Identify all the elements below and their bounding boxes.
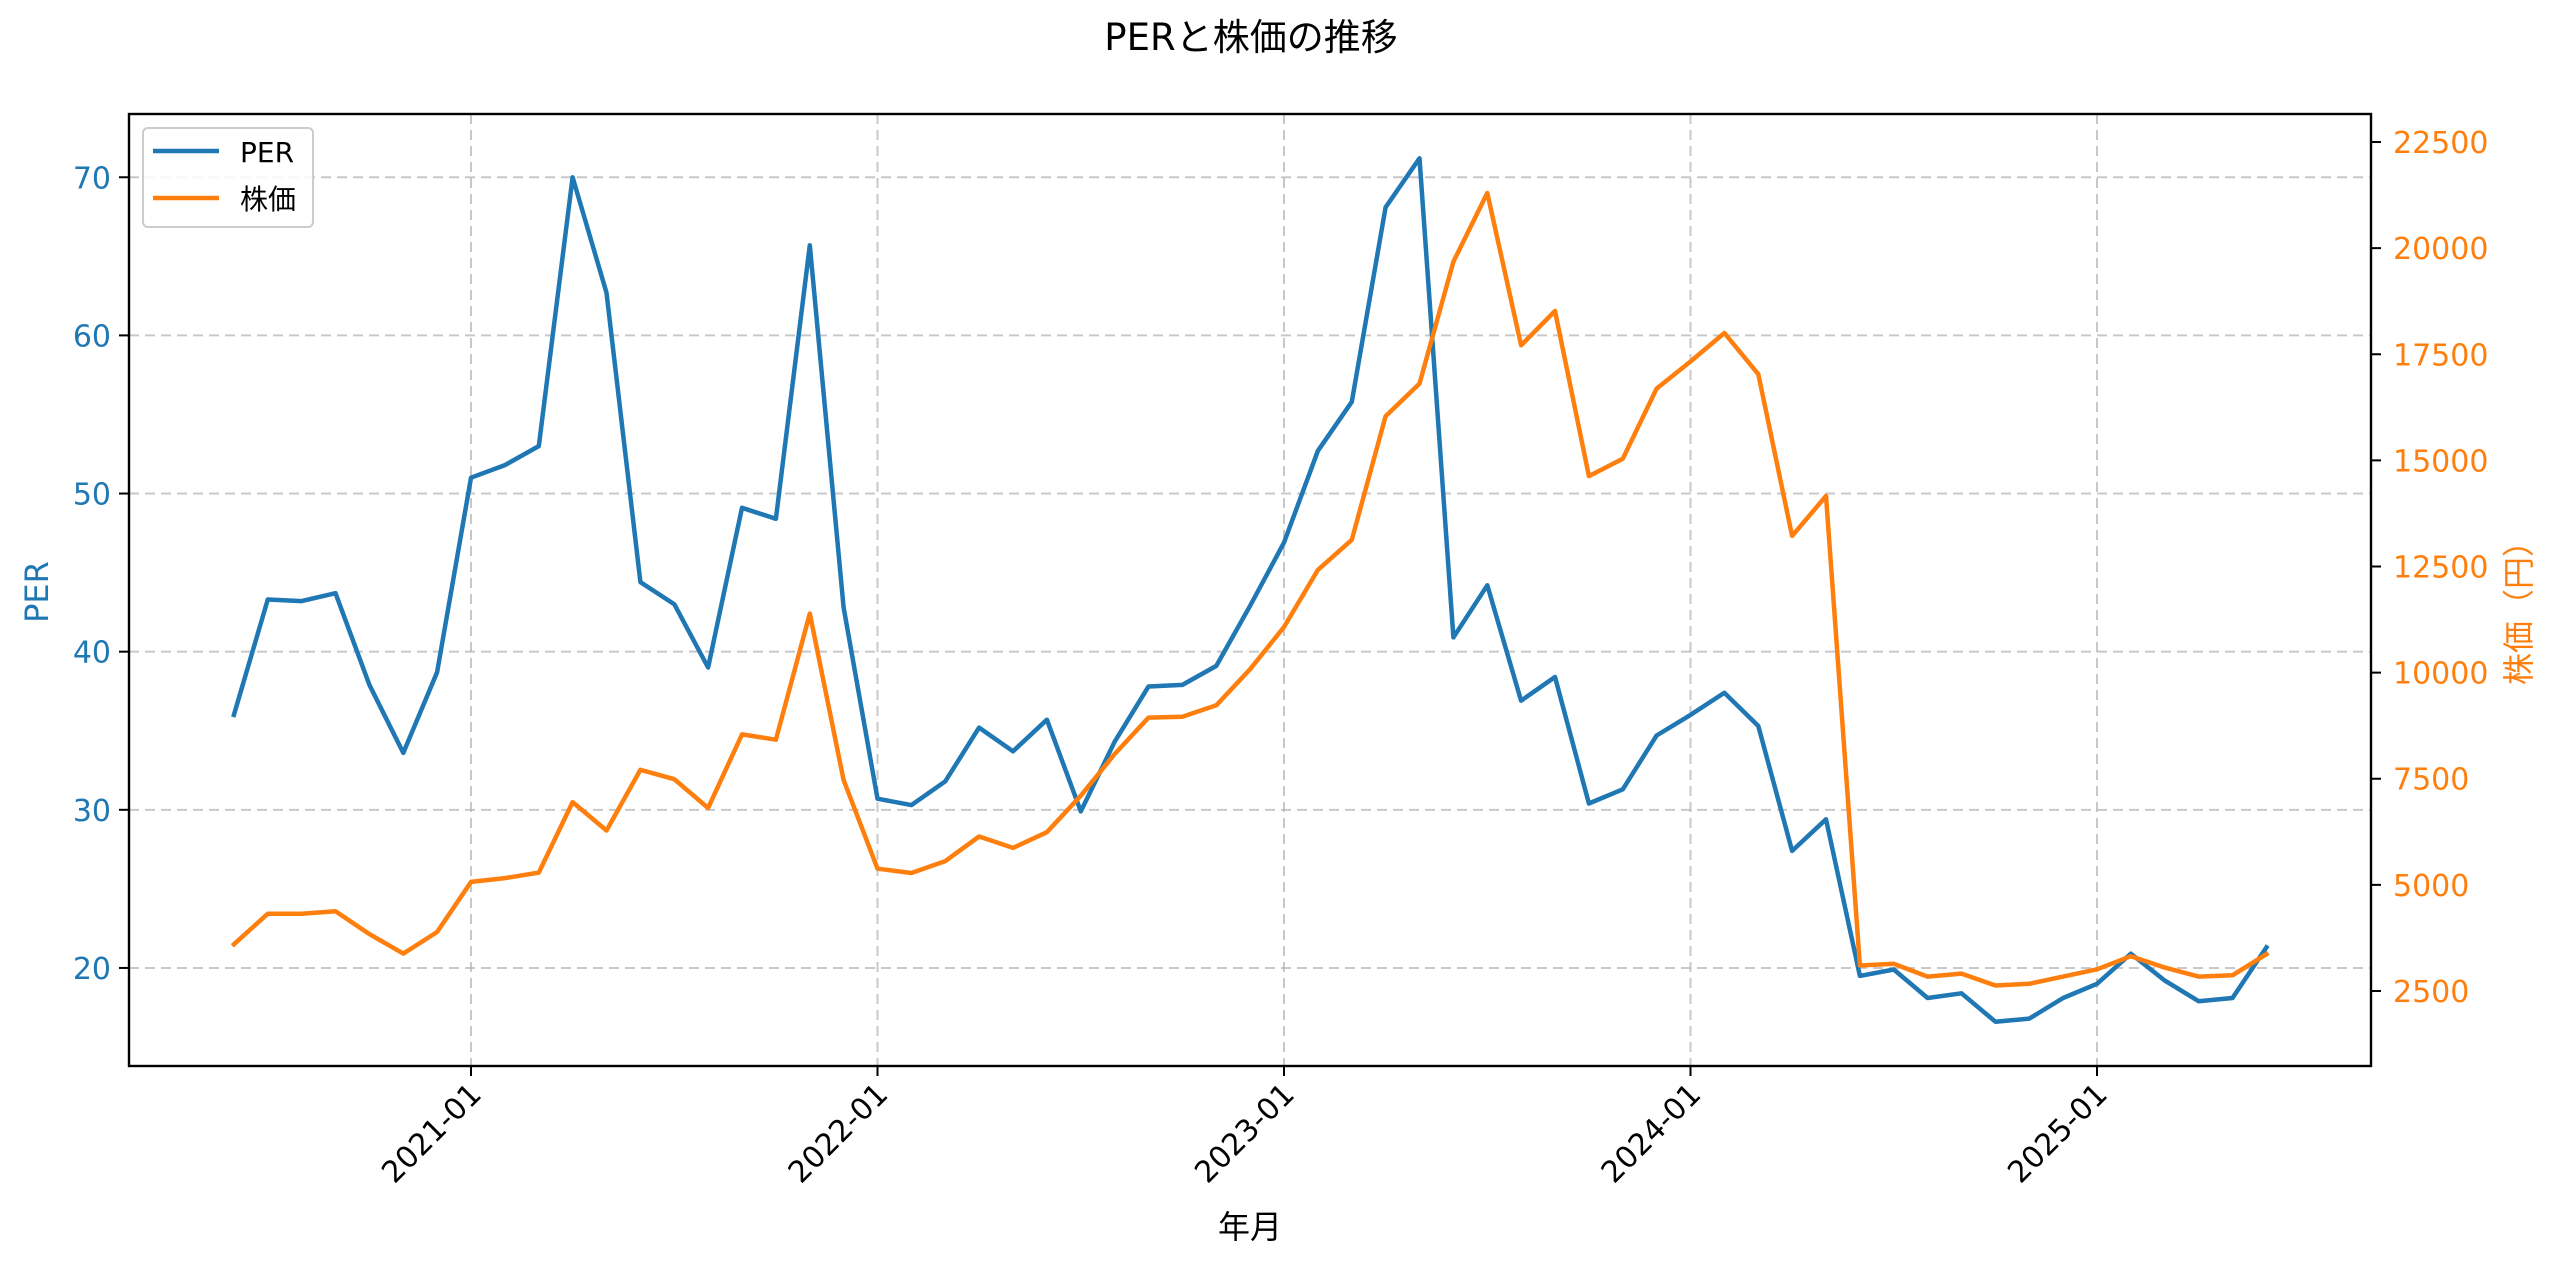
right-y-axis: 2500 5000 7500 10000 12500 15000 17500 20000 225… xyxy=(2371,126,2488,1010)
chart-title: PERと株価の推移 xyxy=(1104,16,1397,59)
left-tick-label: 40 xyxy=(73,636,111,671)
right-tick-label: 15000 xyxy=(2393,444,2488,479)
x-axis: 2021-01 2022-01 2023-01 2024-01 2025-01 xyxy=(375,1066,2115,1190)
right-tick-label: 5000 xyxy=(2393,869,2469,904)
x-tick-label: 2023-01 xyxy=(1188,1077,1301,1190)
left-tick-label: 60 xyxy=(73,319,111,354)
left-axis-label: PER xyxy=(18,561,56,623)
price-line xyxy=(230,190,2270,988)
legend-per-label: PER xyxy=(240,136,294,169)
legend: PER 株価 xyxy=(142,127,314,228)
left-tick-label: 50 xyxy=(73,478,111,513)
plot-series xyxy=(230,156,2270,1024)
x-tick-label: 2022-01 xyxy=(782,1077,895,1190)
left-tick-label: 70 xyxy=(73,161,111,196)
left-tick-label: 30 xyxy=(73,794,111,829)
right-tick-label: 7500 xyxy=(2393,763,2469,798)
right-tick-label: 22500 xyxy=(2393,126,2488,161)
x-tick-label: 2025-01 xyxy=(2001,1077,2114,1190)
right-tick-label: 2500 xyxy=(2393,975,2469,1010)
grid-lines xyxy=(129,114,2371,1066)
right-tick-label: 17500 xyxy=(2393,338,2488,373)
left-y-axis: 20 30 40 50 60 70 xyxy=(73,161,129,987)
right-axis-label: 株価（円） xyxy=(2500,525,2538,685)
x-axis-label: 年月 xyxy=(1218,1208,1282,1246)
per-line xyxy=(231,156,2270,1024)
legend-price-label: 株価 xyxy=(240,183,296,216)
x-tick-label: 2021-01 xyxy=(375,1077,488,1190)
right-tick-label: 10000 xyxy=(2393,657,2488,692)
right-tick-label: 20000 xyxy=(2393,232,2488,267)
left-tick-label: 20 xyxy=(73,952,111,987)
x-tick-label: 2024-01 xyxy=(1595,1077,1708,1190)
plot-area-frame xyxy=(127,112,2373,1068)
right-tick-label: 12500 xyxy=(2393,551,2488,586)
